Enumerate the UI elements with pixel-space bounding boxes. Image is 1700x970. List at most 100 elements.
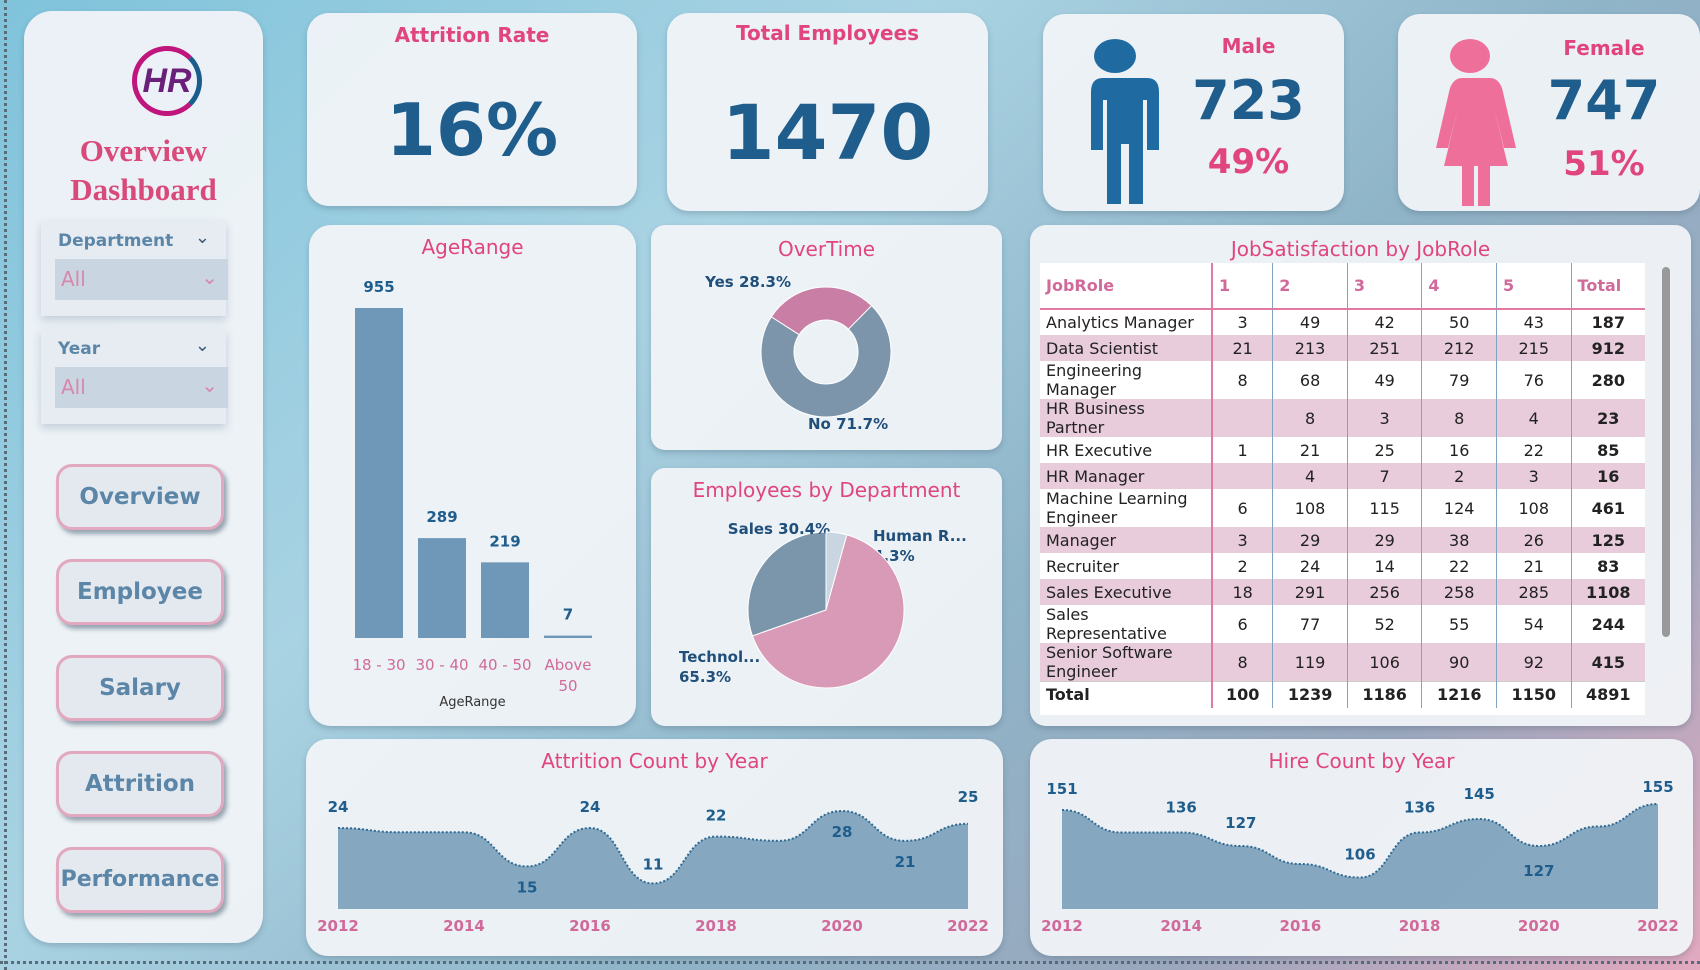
column-header[interactable]: 3	[1346, 263, 1422, 310]
data-label: 25	[958, 788, 979, 806]
border-decoration	[4, 0, 7, 970]
bar	[544, 635, 592, 638]
value-cell: 8	[1421, 399, 1497, 437]
value-cell: 85	[1570, 437, 1645, 463]
column-header[interactable]: 5	[1495, 263, 1572, 310]
age-range-plot: 955 18 - 30 289 30 - 40 219 40 - 50 7 Above 50	[352, 278, 592, 695]
column-header[interactable]: Total	[1570, 263, 1645, 310]
data-label: 136	[1404, 799, 1435, 817]
nav-salary-button[interactable]: Salary	[56, 655, 224, 721]
data-label: 155	[1642, 778, 1673, 796]
tick-label: 30 - 40	[415, 656, 468, 674]
bar	[481, 562, 529, 638]
value-cell: 119	[1272, 643, 1348, 682]
value-cell: 29	[1272, 527, 1348, 553]
pie-slice	[760, 304, 892, 418]
value-cell: 2	[1211, 553, 1273, 579]
column-header[interactable]: 1	[1211, 263, 1273, 310]
value-cell: 212	[1421, 335, 1497, 361]
value-cell: 77	[1272, 605, 1348, 643]
area-line	[1061, 803, 1659, 879]
table-row: Manager 3 29 29 38 26 125	[1040, 527, 1645, 553]
value-cell: 79	[1421, 361, 1497, 399]
table-row: Total 100 1239 1186 1216 1150 4891	[1040, 681, 1645, 708]
tick-label: 2016	[569, 917, 611, 935]
chart-title: Attrition Count by Year	[541, 749, 768, 773]
jobrole-cell: Manager	[1040, 527, 1213, 553]
value-cell: 2	[1421, 463, 1497, 489]
nav-performance-button[interactable]: Performance	[56, 847, 224, 913]
chevron-down-icon[interactable]: ⌄	[194, 227, 210, 248]
tick-label: 2020	[821, 917, 863, 935]
female-percent: 51%	[1563, 144, 1645, 184]
nav-overview-button[interactable]: Overview	[56, 464, 224, 530]
area-fill	[338, 811, 968, 909]
border-decoration	[0, 961, 1700, 964]
table-row: Engineering Manager 8 68 49 79 76 280	[1040, 361, 1645, 399]
value-cell: 285	[1495, 579, 1572, 605]
value-cell: 3	[1495, 463, 1572, 489]
value-cell: 108	[1495, 489, 1572, 527]
value-cell: 4	[1272, 463, 1348, 489]
value-cell: 8	[1211, 361, 1273, 399]
title-line: Overview	[79, 133, 208, 168]
title-line: Dashboard	[70, 172, 217, 207]
data-label: 7	[563, 606, 573, 624]
value-cell: 1239	[1272, 681, 1348, 708]
value-cell: 6	[1211, 489, 1273, 527]
column-header[interactable]: 2	[1272, 263, 1348, 310]
slice-label: No 71.7%	[808, 415, 888, 433]
nav-employee-button[interactable]: Employee	[56, 559, 224, 625]
attrition-area-plot: 24 15 24 11 22 28 21 25 2012 2014 2016 2018 2020 2022	[317, 788, 989, 935]
value-cell: 213	[1272, 335, 1348, 361]
data-label: 106	[1344, 846, 1375, 864]
value-cell: 4	[1495, 399, 1572, 437]
value-cell: 106	[1346, 643, 1422, 682]
data-label: 22	[706, 807, 727, 825]
department-dropdown[interactable]: All ⌄	[55, 259, 228, 300]
tick-label: 2022	[1637, 917, 1679, 935]
jobrole-cell: Sales Representative	[1040, 605, 1213, 643]
table-scrollbar[interactable]	[1662, 267, 1670, 637]
year-dropdown[interactable]: All ⌄	[55, 367, 228, 408]
value-cell: 115	[1346, 489, 1422, 527]
tick-label: 2020	[1518, 917, 1560, 935]
table-row: Analytics Manager 3 49 42 50 43 187	[1040, 309, 1645, 335]
x-axis-label: AgeRange	[439, 695, 506, 710]
slice-label: Human R...	[873, 527, 967, 545]
column-header[interactable]: JobRole	[1040, 263, 1213, 310]
male-person-icon	[1083, 39, 1159, 204]
jobsatisfaction-table: JobRole 1 2 3 4 5 Total Analytics Manager 3 49 42 5…	[1040, 263, 1645, 708]
tick-label: Above	[544, 656, 591, 674]
area-fill	[1062, 804, 1658, 909]
slice-label: 65.3%	[679, 668, 731, 686]
tick-label: 2016	[1280, 917, 1322, 935]
jobrole-cell: Total	[1040, 681, 1213, 708]
value-cell: 108	[1272, 489, 1348, 527]
slice-label: Sales 30.4%	[728, 520, 830, 538]
jobrole-cell: Machine Learning Engineer	[1040, 489, 1213, 527]
jobrole-cell: HR Business Partner	[1040, 399, 1213, 437]
attrition-rate-value: 16%	[385, 88, 559, 172]
column-header[interactable]: 4	[1421, 263, 1497, 310]
value-cell: 43	[1495, 309, 1572, 335]
chevron-down-icon[interactable]: ⌄	[194, 335, 210, 356]
value-cell: 6	[1211, 605, 1273, 643]
tick-label: 18 - 30	[352, 656, 405, 674]
table-row: HR Manager 4 7 2 3 16	[1040, 463, 1645, 489]
data-label: 289	[426, 508, 457, 526]
department-chart: Employees by Department Sales 30.4% Human…	[651, 468, 1002, 726]
value-cell: 4891	[1570, 681, 1645, 708]
jobsatisfaction-card: JobSatisfaction by JobRole JobRole 1 2 3 4 5 T…	[1030, 225, 1691, 726]
value-cell: 50	[1421, 309, 1497, 335]
nav-attrition-button[interactable]: Attrition	[56, 751, 224, 817]
chevron-down-icon: ⌄	[201, 265, 218, 289]
value-cell: 21	[1495, 553, 1572, 579]
total-employees-value: 1470	[721, 88, 934, 177]
tick-label: 2018	[1399, 917, 1441, 935]
value-cell: 8	[1272, 399, 1348, 437]
value-cell: 18	[1211, 579, 1273, 605]
data-label: 21	[895, 853, 916, 871]
value-cell: 1108	[1570, 579, 1645, 605]
value-cell: 251	[1346, 335, 1422, 361]
